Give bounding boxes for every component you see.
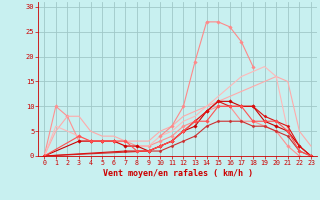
- X-axis label: Vent moyen/en rafales ( km/h ): Vent moyen/en rafales ( km/h ): [103, 169, 252, 178]
